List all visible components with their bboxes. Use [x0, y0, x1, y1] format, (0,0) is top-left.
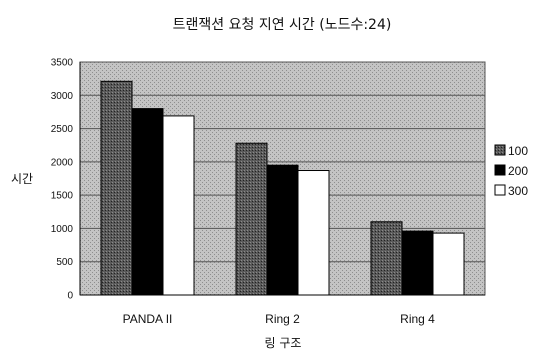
- bar-200-2: [401, 230, 434, 296]
- legend-label: 300: [508, 184, 528, 198]
- y-tick-label: 0: [67, 291, 73, 302]
- legend-swatch-300: [494, 184, 506, 196]
- x-category-label: Ring 4: [400, 312, 435, 326]
- x-axis-title: 링 구조: [265, 336, 302, 350]
- y-tick-label: 3000: [51, 91, 74, 102]
- bar-100-2: [370, 221, 403, 296]
- legend-label: 200: [508, 164, 528, 178]
- bar-100-1: [235, 142, 268, 296]
- bar-300-0: [162, 115, 195, 296]
- bar-300-2: [432, 232, 465, 296]
- y-tick-label: 1000: [51, 224, 74, 235]
- bars: [100, 80, 465, 296]
- bar-100-0: [100, 80, 133, 296]
- legend-label: 100: [508, 144, 528, 158]
- bar-200-1: [266, 164, 299, 296]
- legend: 100 200 300: [494, 144, 528, 198]
- x-axis-categories: PANDA II Ring 2 Ring 4: [123, 312, 436, 326]
- bar-200-0: [131, 108, 164, 296]
- y-tick-label: 3500: [51, 58, 74, 69]
- y-tick-label: 500: [56, 257, 73, 268]
- y-axis-ticks: 0 500 1000 1500 2000 2500 3000 3500: [51, 58, 74, 302]
- chart-title: 트랜잭션 요청 지연 시간 (노드수:24): [173, 17, 392, 33]
- y-tick-label: 1500: [51, 191, 74, 202]
- x-category-label: Ring 2: [265, 312, 300, 326]
- legend-swatch-200: [494, 164, 506, 176]
- x-category-label: PANDA II: [123, 312, 173, 326]
- bar-300-1: [297, 170, 330, 296]
- y-tick-label: 2500: [51, 124, 74, 135]
- legend-swatch-100: [494, 144, 506, 156]
- y-tick-label: 2000: [51, 157, 74, 168]
- y-axis-title: 시간: [11, 172, 33, 186]
